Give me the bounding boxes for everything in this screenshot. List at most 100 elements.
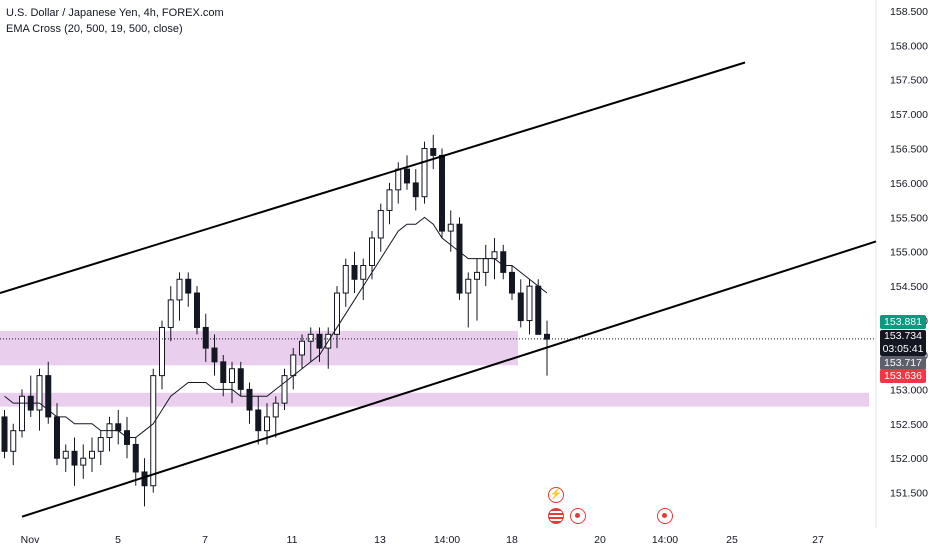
candle-body [307, 333, 314, 342]
candle-body [377, 209, 384, 239]
candle-body [1, 416, 8, 452]
x-tick-label: 14:00 [652, 534, 678, 546]
y-tick-label: 156.500 [890, 144, 928, 156]
candle-body [115, 423, 122, 432]
y-tick-label: 155.000 [890, 247, 928, 259]
x-tick-label: 25 [726, 534, 738, 546]
candle-body [421, 148, 428, 198]
candle-body [369, 237, 375, 267]
candle-body [246, 388, 253, 411]
support-zone [0, 392, 869, 407]
candle-body [482, 258, 489, 273]
candle-body [89, 450, 95, 459]
y-tick-label: 152.000 [890, 453, 928, 465]
candle-body [404, 168, 410, 184]
candle-body [299, 340, 305, 356]
candle-body [264, 416, 270, 432]
candle-body [465, 278, 472, 294]
candle-body [159, 326, 165, 377]
candle-body [509, 271, 515, 294]
candle-body [316, 333, 323, 349]
candle-body [491, 251, 498, 260]
y-tick-label: 156.000 [890, 178, 928, 190]
x-tick-label: 27 [812, 534, 824, 546]
x-tick-label: Nov [21, 534, 40, 546]
candle-body [211, 347, 218, 363]
chart-legend: U.S. Dollar / Japanese Yen, 4h, FOREX.co… [6, 5, 224, 37]
y-tick-label: 158.000 [890, 40, 928, 52]
upper-channel-line [0, 61, 746, 294]
candle-body [150, 375, 157, 487]
x-tick-label: 18 [506, 534, 518, 546]
candle-body [237, 368, 244, 390]
candle-body [351, 265, 358, 280]
candle-body [71, 450, 78, 466]
x-tick-label: 5 [115, 534, 121, 546]
event-dot-icon[interactable] [657, 508, 673, 524]
last-price-value: 153.734 [884, 330, 922, 342]
x-tick-label: 13 [374, 534, 386, 546]
candle-body [141, 471, 148, 487]
candle-body [430, 148, 437, 156]
candle-body [194, 292, 200, 328]
bid-price-tag: 153.636 [880, 369, 926, 383]
bar-countdown: 03:05:41 [882, 343, 924, 355]
support-zone [0, 330, 518, 366]
y-tick-label: 157.500 [890, 75, 928, 87]
candle-body [229, 368, 235, 384]
symbol-title: U.S. Dollar / Japanese Yen, 4h, FOREX.co… [6, 7, 224, 19]
indicator-title: EMA Cross (20, 500, 19, 500, close) [6, 23, 183, 35]
y-tick-label: 151.500 [890, 488, 928, 500]
candle-body [290, 354, 297, 377]
candle-body [526, 285, 533, 322]
candle-body [456, 223, 463, 294]
y-tick-label: 158.500 [890, 6, 928, 18]
y-tick-label: 155.500 [890, 212, 928, 224]
candle-body [439, 154, 445, 232]
candle-body [97, 437, 104, 452]
event-dot-icon[interactable] [570, 508, 586, 524]
candle-body [386, 189, 393, 211]
candle-body [342, 265, 349, 294]
y-tick-label: 157.000 [890, 109, 928, 121]
candle-body [202, 326, 209, 349]
candle-body [10, 430, 17, 452]
candle-body [36, 375, 43, 411]
candle-body [334, 292, 340, 335]
candle-body [185, 278, 192, 294]
us-flag-icon[interactable] [548, 508, 564, 524]
ema-line [4, 216, 548, 439]
candle-body [45, 375, 52, 418]
x-tick-label: 11 [287, 534, 298, 546]
candle-body [167, 299, 174, 328]
candle-body [220, 361, 227, 384]
x-tick-label: 7 [202, 534, 208, 546]
candle-body [412, 182, 419, 198]
candle-body [544, 333, 550, 340]
lightning-icon[interactable]: ⚡ [548, 487, 564, 503]
y-tick-label: 152.500 [890, 419, 928, 431]
last-price-tag: 153.734 03:05:41 [880, 330, 926, 356]
mid-price-tag: 153.717 [880, 356, 926, 370]
x-tick-label: 14:00 [434, 534, 460, 546]
candle-body [500, 251, 507, 273]
candle-body [474, 271, 480, 280]
candle-body [132, 443, 139, 473]
x-tick-label: 20 [594, 534, 606, 546]
y-tick-label: 154.500 [890, 281, 928, 293]
candle-body [395, 168, 402, 191]
lower-channel-line [21, 240, 877, 518]
candle-body [272, 402, 279, 418]
candle-body [54, 416, 60, 459]
candle-body [360, 265, 367, 280]
candle-body [255, 409, 262, 432]
y-tick-label: 153.000 [890, 384, 928, 396]
candle-body [19, 395, 25, 432]
candle-body [281, 375, 288, 404]
candle-body [535, 285, 542, 335]
candle-body [176, 278, 183, 301]
candle-body [517, 292, 524, 322]
candle-body [62, 450, 69, 459]
ask-price-tag: 153.881 [880, 315, 926, 329]
